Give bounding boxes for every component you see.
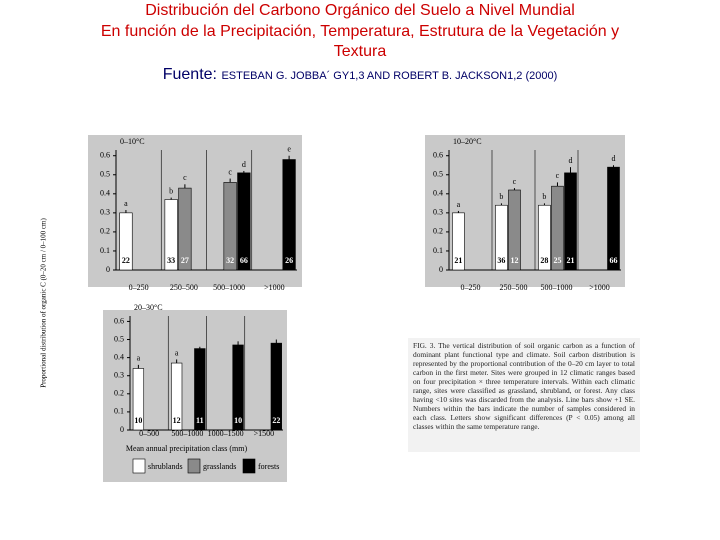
chart: 0–10°C 0 0.1 0.2 0.3 0.4 0.5 0.6 0–250 250–500 500… bbox=[88, 135, 302, 292]
sample-count: 11 bbox=[196, 416, 204, 425]
chart-title: 0–10°C bbox=[120, 137, 145, 146]
x-tick-label: 0–250 bbox=[129, 283, 149, 292]
y-tick-label: 0.2 bbox=[100, 227, 110, 236]
sample-count: 36 bbox=[497, 256, 505, 265]
x-tick-label: >1000 bbox=[589, 283, 610, 292]
x-tick-label: 500–1000 bbox=[213, 283, 245, 292]
sample-count: 66 bbox=[240, 256, 248, 265]
x-tick-label: 500–1000 bbox=[171, 429, 203, 438]
y-tick-label: 0.6 bbox=[433, 151, 443, 160]
sample-count: 22 bbox=[122, 256, 130, 265]
x-tick-label: 250–500 bbox=[500, 283, 528, 292]
y-tick-label: 0.5 bbox=[433, 170, 443, 179]
sample-count: 32 bbox=[226, 256, 234, 265]
y-tick-label: 0.5 bbox=[100, 170, 110, 179]
y-tick-label: 0.3 bbox=[100, 208, 110, 217]
bar bbox=[564, 172, 577, 271]
significance-letter: e bbox=[287, 145, 291, 154]
significance-letter: b bbox=[542, 192, 546, 201]
x-tick-label: >1500 bbox=[254, 429, 275, 438]
y-tick-label: 0.6 bbox=[114, 316, 124, 325]
sample-count: 12 bbox=[173, 416, 181, 425]
chart-title: 20–30°C bbox=[134, 303, 163, 312]
significance-letter: d bbox=[242, 160, 246, 169]
sample-count: 12 bbox=[510, 256, 518, 265]
bar bbox=[452, 212, 465, 271]
x-tick-label: 0–500 bbox=[139, 429, 159, 438]
legend-label: grasslands bbox=[203, 462, 236, 471]
sample-count: 27 bbox=[181, 256, 189, 265]
title-line: Textura bbox=[333, 43, 387, 60]
legend-swatch bbox=[187, 458, 201, 474]
significance-letter: c bbox=[183, 173, 187, 182]
bar bbox=[607, 166, 620, 271]
y-tick-label: 0.2 bbox=[433, 227, 443, 236]
significance-letter: c bbox=[556, 171, 560, 180]
significance-letter: a bbox=[137, 354, 141, 363]
sample-count: 21 bbox=[454, 256, 462, 265]
bar bbox=[119, 212, 133, 271]
significance-letter: a bbox=[175, 348, 179, 357]
bar bbox=[237, 172, 251, 271]
bar bbox=[132, 368, 145, 431]
bar bbox=[194, 348, 206, 431]
sample-count: 22 bbox=[272, 416, 280, 425]
sample-count: 26 bbox=[285, 256, 293, 265]
significance-letter: a bbox=[124, 199, 128, 208]
chart: 10–20°C 0 0.1 0.2 0.3 0.4 0.5 0.6 0–250 250–500 50… bbox=[425, 135, 625, 292]
x-axis-label: Mean annual precipitation class (mm) bbox=[126, 444, 248, 453]
significance-letter: b bbox=[169, 186, 173, 195]
x-tick-label: 1000–1500 bbox=[208, 429, 244, 438]
sample-count: 21 bbox=[566, 256, 574, 265]
y-tick-label: 0.6 bbox=[100, 151, 110, 160]
significance-letter: d bbox=[611, 154, 615, 163]
sample-count: 33 bbox=[167, 256, 175, 265]
legend-label: forests bbox=[258, 462, 279, 471]
sample-count: 66 bbox=[609, 256, 617, 265]
chart: 20–30°C 0 0.1 0.2 0.3 0.4 0.5 0.6 0–500 500–1000 1… bbox=[103, 303, 287, 482]
figure-caption: FIG. 3. The vertical distribution of soi… bbox=[408, 338, 640, 452]
significance-letter: a bbox=[457, 200, 461, 209]
significance-letter: c bbox=[513, 177, 517, 186]
legend-swatch bbox=[242, 458, 256, 474]
y-tick-label: 0 bbox=[106, 265, 110, 274]
x-tick-label: 250–500 bbox=[170, 283, 198, 292]
x-tick-label: 500–1000 bbox=[541, 283, 573, 292]
chart-title: 10–20°C bbox=[453, 137, 482, 146]
sample-count: 10 bbox=[234, 416, 242, 425]
source: ESTEBAN G. JOBBA´ GY1,3 AND ROBERT B. JA… bbox=[221, 70, 558, 82]
legend-swatch bbox=[132, 458, 146, 474]
significance-letter: c bbox=[228, 167, 232, 176]
y-tick-label: 0.1 bbox=[100, 246, 110, 255]
title-line: Distribución del Carbono Orgánico del Su… bbox=[145, 2, 575, 19]
significance-letter: d bbox=[568, 156, 572, 165]
y-tick-label: 0.4 bbox=[100, 189, 110, 198]
x-tick-label: >1000 bbox=[264, 283, 285, 292]
source-line: Fuente: ESTEBAN G. JOBBA´ GY1,3 AND ROBE… bbox=[0, 66, 720, 84]
y-tick-label: 0.5 bbox=[114, 334, 124, 343]
y-tick-label: 0.3 bbox=[433, 208, 443, 217]
title-line: En función de la Precipitación, Temperat… bbox=[100, 23, 620, 40]
sample-count: 28 bbox=[540, 256, 548, 265]
y-tick-label: 0.4 bbox=[114, 352, 124, 361]
y-tick-label: 0 bbox=[439, 265, 443, 274]
y-axis-label: Proportional distribution of organic C (… bbox=[40, 218, 48, 388]
y-tick-label: 0.1 bbox=[114, 407, 124, 416]
bar bbox=[178, 187, 192, 271]
bar bbox=[232, 344, 244, 431]
x-tick-label: 0–250 bbox=[461, 283, 481, 292]
legend-label: shrublands bbox=[148, 462, 183, 471]
sample-count: 10 bbox=[134, 416, 142, 425]
y-tick-label: 0.3 bbox=[114, 371, 124, 380]
y-tick-label: 0.2 bbox=[114, 389, 124, 398]
significance-letter: b bbox=[499, 192, 503, 201]
source-label: Fuente: bbox=[162, 66, 217, 83]
y-tick-label: 0 bbox=[120, 425, 124, 434]
y-tick-label: 0.4 bbox=[433, 189, 443, 198]
y-tick-label: 0.1 bbox=[433, 246, 443, 255]
sample-count: 25 bbox=[553, 256, 561, 265]
bar bbox=[282, 159, 296, 271]
